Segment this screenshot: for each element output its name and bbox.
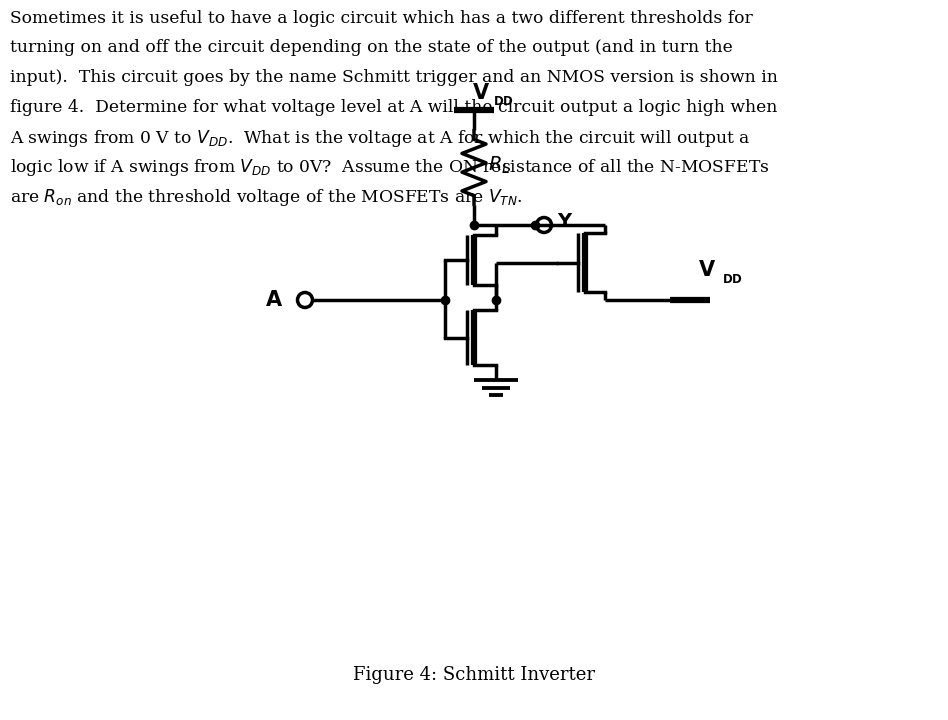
Text: $\mathbf{V}$: $\mathbf{V}$ bbox=[472, 83, 490, 103]
Text: $\mathbf{{}_{DD}}$: $\mathbf{{}_{DD}}$ bbox=[493, 91, 514, 108]
Text: figure 4.  Determine for what voltage level at A will the circuit output a logic: figure 4. Determine for what voltage lev… bbox=[10, 99, 777, 115]
Text: are $R_{on}$ and the threshold voltage of the MOSFETs are $V_{TN}$.: are $R_{on}$ and the threshold voltage o… bbox=[10, 187, 522, 208]
Text: turning on and off the circuit depending on the state of the output (and in turn: turning on and off the circuit depending… bbox=[10, 40, 733, 56]
Text: Sometimes it is useful to have a logic circuit which has a two different thresho: Sometimes it is useful to have a logic c… bbox=[10, 10, 753, 27]
Text: $\mathbf{V}$: $\mathbf{V}$ bbox=[698, 260, 716, 280]
Text: A swings from 0 V to $V_{DD}$.  What is the voltage at A for which the circuit w: A swings from 0 V to $V_{DD}$. What is t… bbox=[10, 128, 751, 149]
Text: $\mathbf{{}_{DD}}$: $\mathbf{{}_{DD}}$ bbox=[722, 269, 743, 286]
Text: logic low if A swings from $V_{DD}$ to 0V?  Assume the ON resistance of all the : logic low if A swings from $V_{DD}$ to 0… bbox=[10, 158, 770, 179]
Text: $R_L$: $R_L$ bbox=[488, 155, 510, 176]
Text: $\mathbf{Y}$: $\mathbf{Y}$ bbox=[557, 213, 574, 231]
Text: Figure 4: Schmitt Inverter: Figure 4: Schmitt Inverter bbox=[353, 666, 595, 684]
Text: $\mathbf{A}$: $\mathbf{A}$ bbox=[264, 290, 283, 310]
Text: input).  This circuit goes by the name Schmitt trigger and an NMOS version is sh: input). This circuit goes by the name Sc… bbox=[10, 69, 778, 86]
